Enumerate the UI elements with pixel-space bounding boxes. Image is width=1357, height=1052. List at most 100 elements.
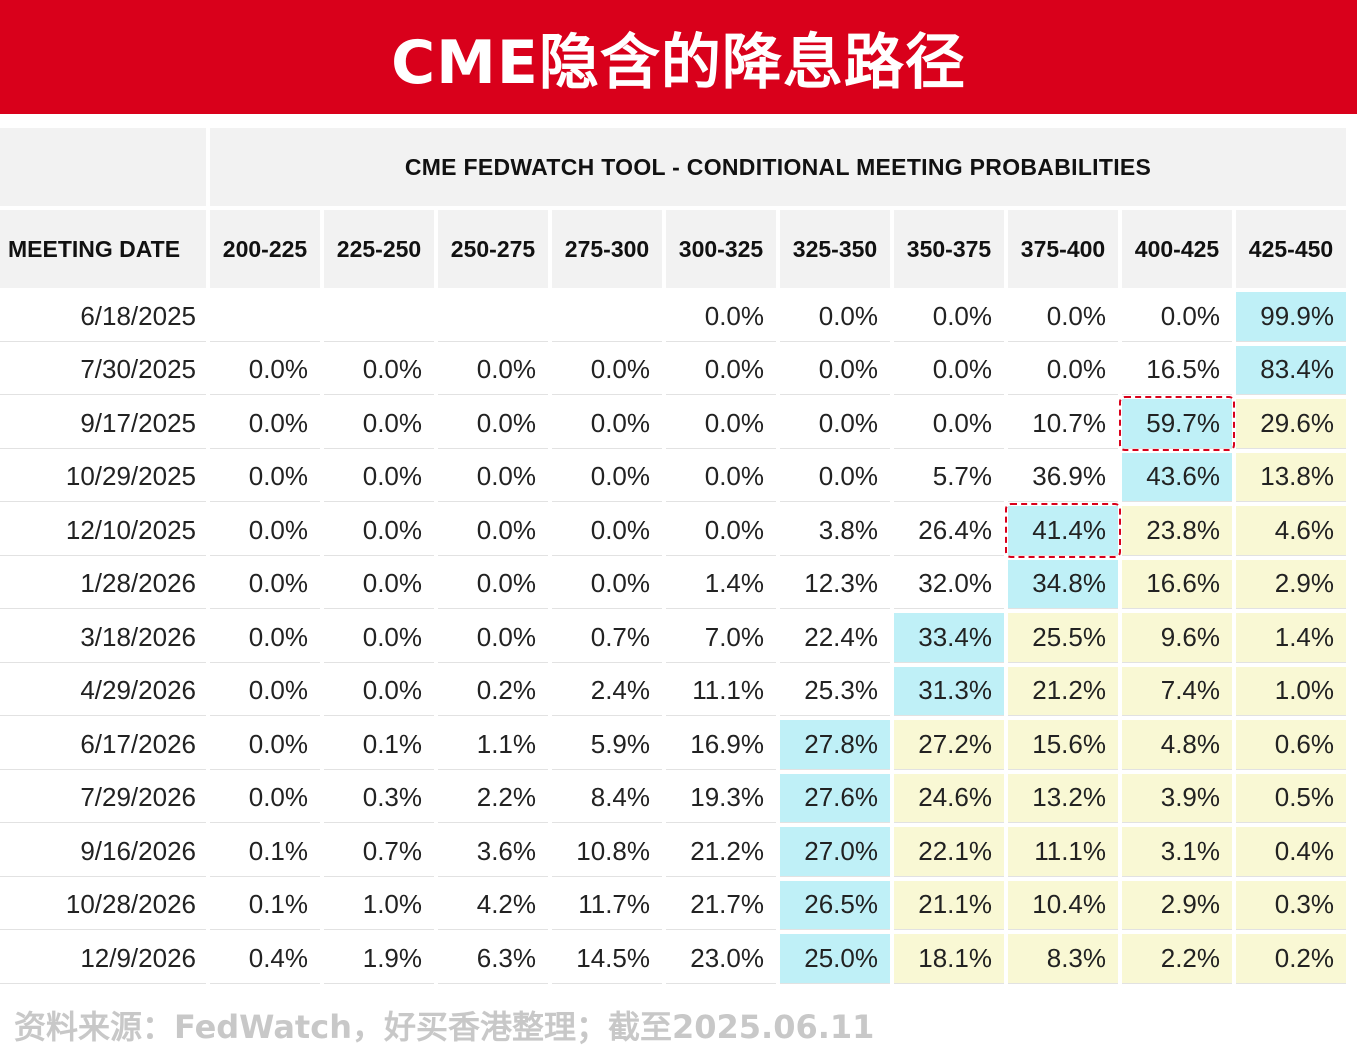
probability-cell: 2.9% (1122, 880, 1232, 930)
probability-cell: 15.6% (1008, 720, 1118, 770)
highlighted-probability-cell: 59.7% (1119, 396, 1235, 450)
probability-cell: 0.0% (894, 345, 1004, 395)
probability-cell (438, 292, 548, 342)
probability-cell (552, 292, 662, 342)
probability-cell: 13.2% (1008, 773, 1118, 823)
probability-cell: 25.0% (780, 934, 890, 984)
table-row: 9/17/2025 0.0% 0.0% 0.0% 0.0% 0.0% 0.0% 0.0% 10.… (0, 396, 1346, 450)
probability-cell: 0.0% (438, 345, 548, 395)
meeting-date-cell: 10/28/2026 (0, 880, 206, 930)
probability-cell: 33.4% (894, 613, 1004, 663)
probability-cell: 0.3% (1236, 880, 1346, 930)
probability-cell: 0.1% (324, 720, 434, 770)
meeting-date-cell: 6/17/2026 (0, 720, 206, 770)
meeting-date-cell: 9/17/2025 (0, 399, 206, 449)
probability-cell: 0.0% (552, 345, 662, 395)
probability-cell: 0.0% (780, 452, 890, 502)
probability-cell: 0.0% (666, 452, 776, 502)
probability-cell: 0.0% (324, 559, 434, 609)
highlighted-probability-cell: 41.4% (1005, 503, 1121, 557)
probability-cell: 25.3% (780, 666, 890, 716)
probability-cell: 1.9% (324, 934, 434, 984)
probability-cell: 2.9% (1236, 559, 1346, 609)
probability-cell: 21.2% (666, 827, 776, 877)
probability-cell: 0.0% (324, 506, 434, 556)
probability-cell: 8.4% (552, 773, 662, 823)
probability-cell: 19.3% (666, 773, 776, 823)
table-row: 1/28/2026 0.0% 0.0% 0.0% 0.0% 1.4% 12.3% 32.0% 3… (0, 559, 1346, 609)
probability-cell: 0.0% (324, 345, 434, 395)
table-row: 4/29/2026 0.0% 0.0% 0.2% 2.4% 11.1% 25.3% 31.3%… (0, 666, 1346, 716)
meeting-date-cell: 12/9/2026 (0, 934, 206, 984)
table-row: 9/16/2026 0.1% 0.7% 3.6% 10.8% 21.2% 27.0% 22.1… (0, 827, 1346, 877)
table-row: 6/17/2026 0.0% 0.1% 1.1% 5.9% 16.9% 27.8% 27.2%… (0, 720, 1346, 770)
probability-cell: 36.9% (1008, 452, 1118, 502)
page-title: CME隐含的降息路径 (391, 27, 966, 98)
probability-cell: 0.0% (438, 506, 548, 556)
probability-cell: 11.1% (1008, 827, 1118, 877)
probability-cell: 43.6% (1122, 452, 1232, 502)
probability-cell: 4.2% (438, 880, 548, 930)
probability-cell: 83.4% (1236, 345, 1346, 395)
probability-cell: 0.0% (894, 292, 1004, 342)
probability-cell: 23.8% (1122, 506, 1232, 556)
probability-cell: 3.9% (1122, 773, 1232, 823)
probability-cell: 0.0% (324, 452, 434, 502)
probability-cell: 0.0% (780, 345, 890, 395)
table-body: 6/18/2025 0.0% 0.0% 0.0% 0.0% 0.0% 99.9% 7/30/2… (0, 292, 1346, 984)
probability-cell: 27.0% (780, 827, 890, 877)
probability-cell: 0.0% (210, 506, 320, 556)
probability-cell: 0.4% (210, 934, 320, 984)
probability-table: CME FEDWATCH TOOL - CONDITIONAL MEETING … (0, 124, 1350, 988)
probability-cell: 99.9% (1236, 292, 1346, 342)
probability-cell: 0.0% (552, 559, 662, 609)
probability-cell: 0.1% (210, 827, 320, 877)
probability-cell (210, 292, 320, 342)
probability-table-container: CME FEDWATCH TOOL - CONDITIONAL MEETING … (0, 124, 1357, 988)
probability-cell: 0.0% (324, 399, 434, 449)
header-empty-cell (0, 128, 206, 206)
column-header: 325-350 (780, 210, 890, 288)
probability-cell: 32.0% (894, 559, 1004, 609)
probability-cell: 0.0% (780, 292, 890, 342)
table-row: 6/18/2025 0.0% 0.0% 0.0% 0.0% 0.0% 99.9% (0, 292, 1346, 342)
probability-cell: 3.8% (780, 506, 890, 556)
table-row: 10/28/2026 0.1% 1.0% 4.2% 11.7% 21.7% 26.5% 21.… (0, 880, 1346, 930)
meeting-date-cell: 9/16/2026 (0, 827, 206, 877)
probability-cell: 22.1% (894, 827, 1004, 877)
probability-cell: 0.7% (324, 827, 434, 877)
probability-cell: 16.9% (666, 720, 776, 770)
probability-cell: 0.0% (210, 345, 320, 395)
table-row: 10/29/2025 0.0% 0.0% 0.0% 0.0% 0.0% 0.0% 5.7% 36… (0, 452, 1346, 502)
probability-cell: 0.0% (552, 399, 662, 449)
table-row: 12/9/2026 0.4% 1.9% 6.3% 14.5% 23.0% 25.0% 18.1… (0, 934, 1346, 984)
probability-cell: 23.0% (666, 934, 776, 984)
probability-cell: 0.0% (210, 399, 320, 449)
column-header: 250-275 (438, 210, 548, 288)
table-row: 12/10/2025 0.0% 0.0% 0.0% 0.0% 0.0% 3.8% 26.4% 4… (0, 503, 1346, 557)
probability-cell: 0.0% (894, 399, 1004, 449)
probability-cell: 22.4% (780, 613, 890, 663)
probability-cell: 0.0% (666, 345, 776, 395)
probability-cell: 9.6% (1122, 613, 1232, 663)
probability-cell: 26.5% (780, 880, 890, 930)
probability-cell: 0.2% (438, 666, 548, 716)
probability-cell: 0.0% (210, 613, 320, 663)
probability-cell: 0.0% (552, 506, 662, 556)
probability-cell: 0.0% (210, 666, 320, 716)
meeting-date-cell: 10/29/2025 (0, 452, 206, 502)
probability-cell: 0.0% (210, 559, 320, 609)
probability-cell: 1.4% (666, 559, 776, 609)
probability-cell: 31.3% (894, 666, 1004, 716)
probability-cell: 2.2% (1122, 934, 1232, 984)
probability-cell: 21.2% (1008, 666, 1118, 716)
meeting-date-cell: 6/18/2025 (0, 292, 206, 342)
meeting-date-cell: 1/28/2026 (0, 559, 206, 609)
probability-cell: 0.4% (1236, 827, 1346, 877)
probability-cell: 0.0% (210, 452, 320, 502)
probability-cell: 24.6% (894, 773, 1004, 823)
probability-cell: 0.0% (780, 399, 890, 449)
column-header: 375-400 (1008, 210, 1118, 288)
column-header: 350-375 (894, 210, 1004, 288)
probability-cell: 13.8% (1236, 452, 1346, 502)
